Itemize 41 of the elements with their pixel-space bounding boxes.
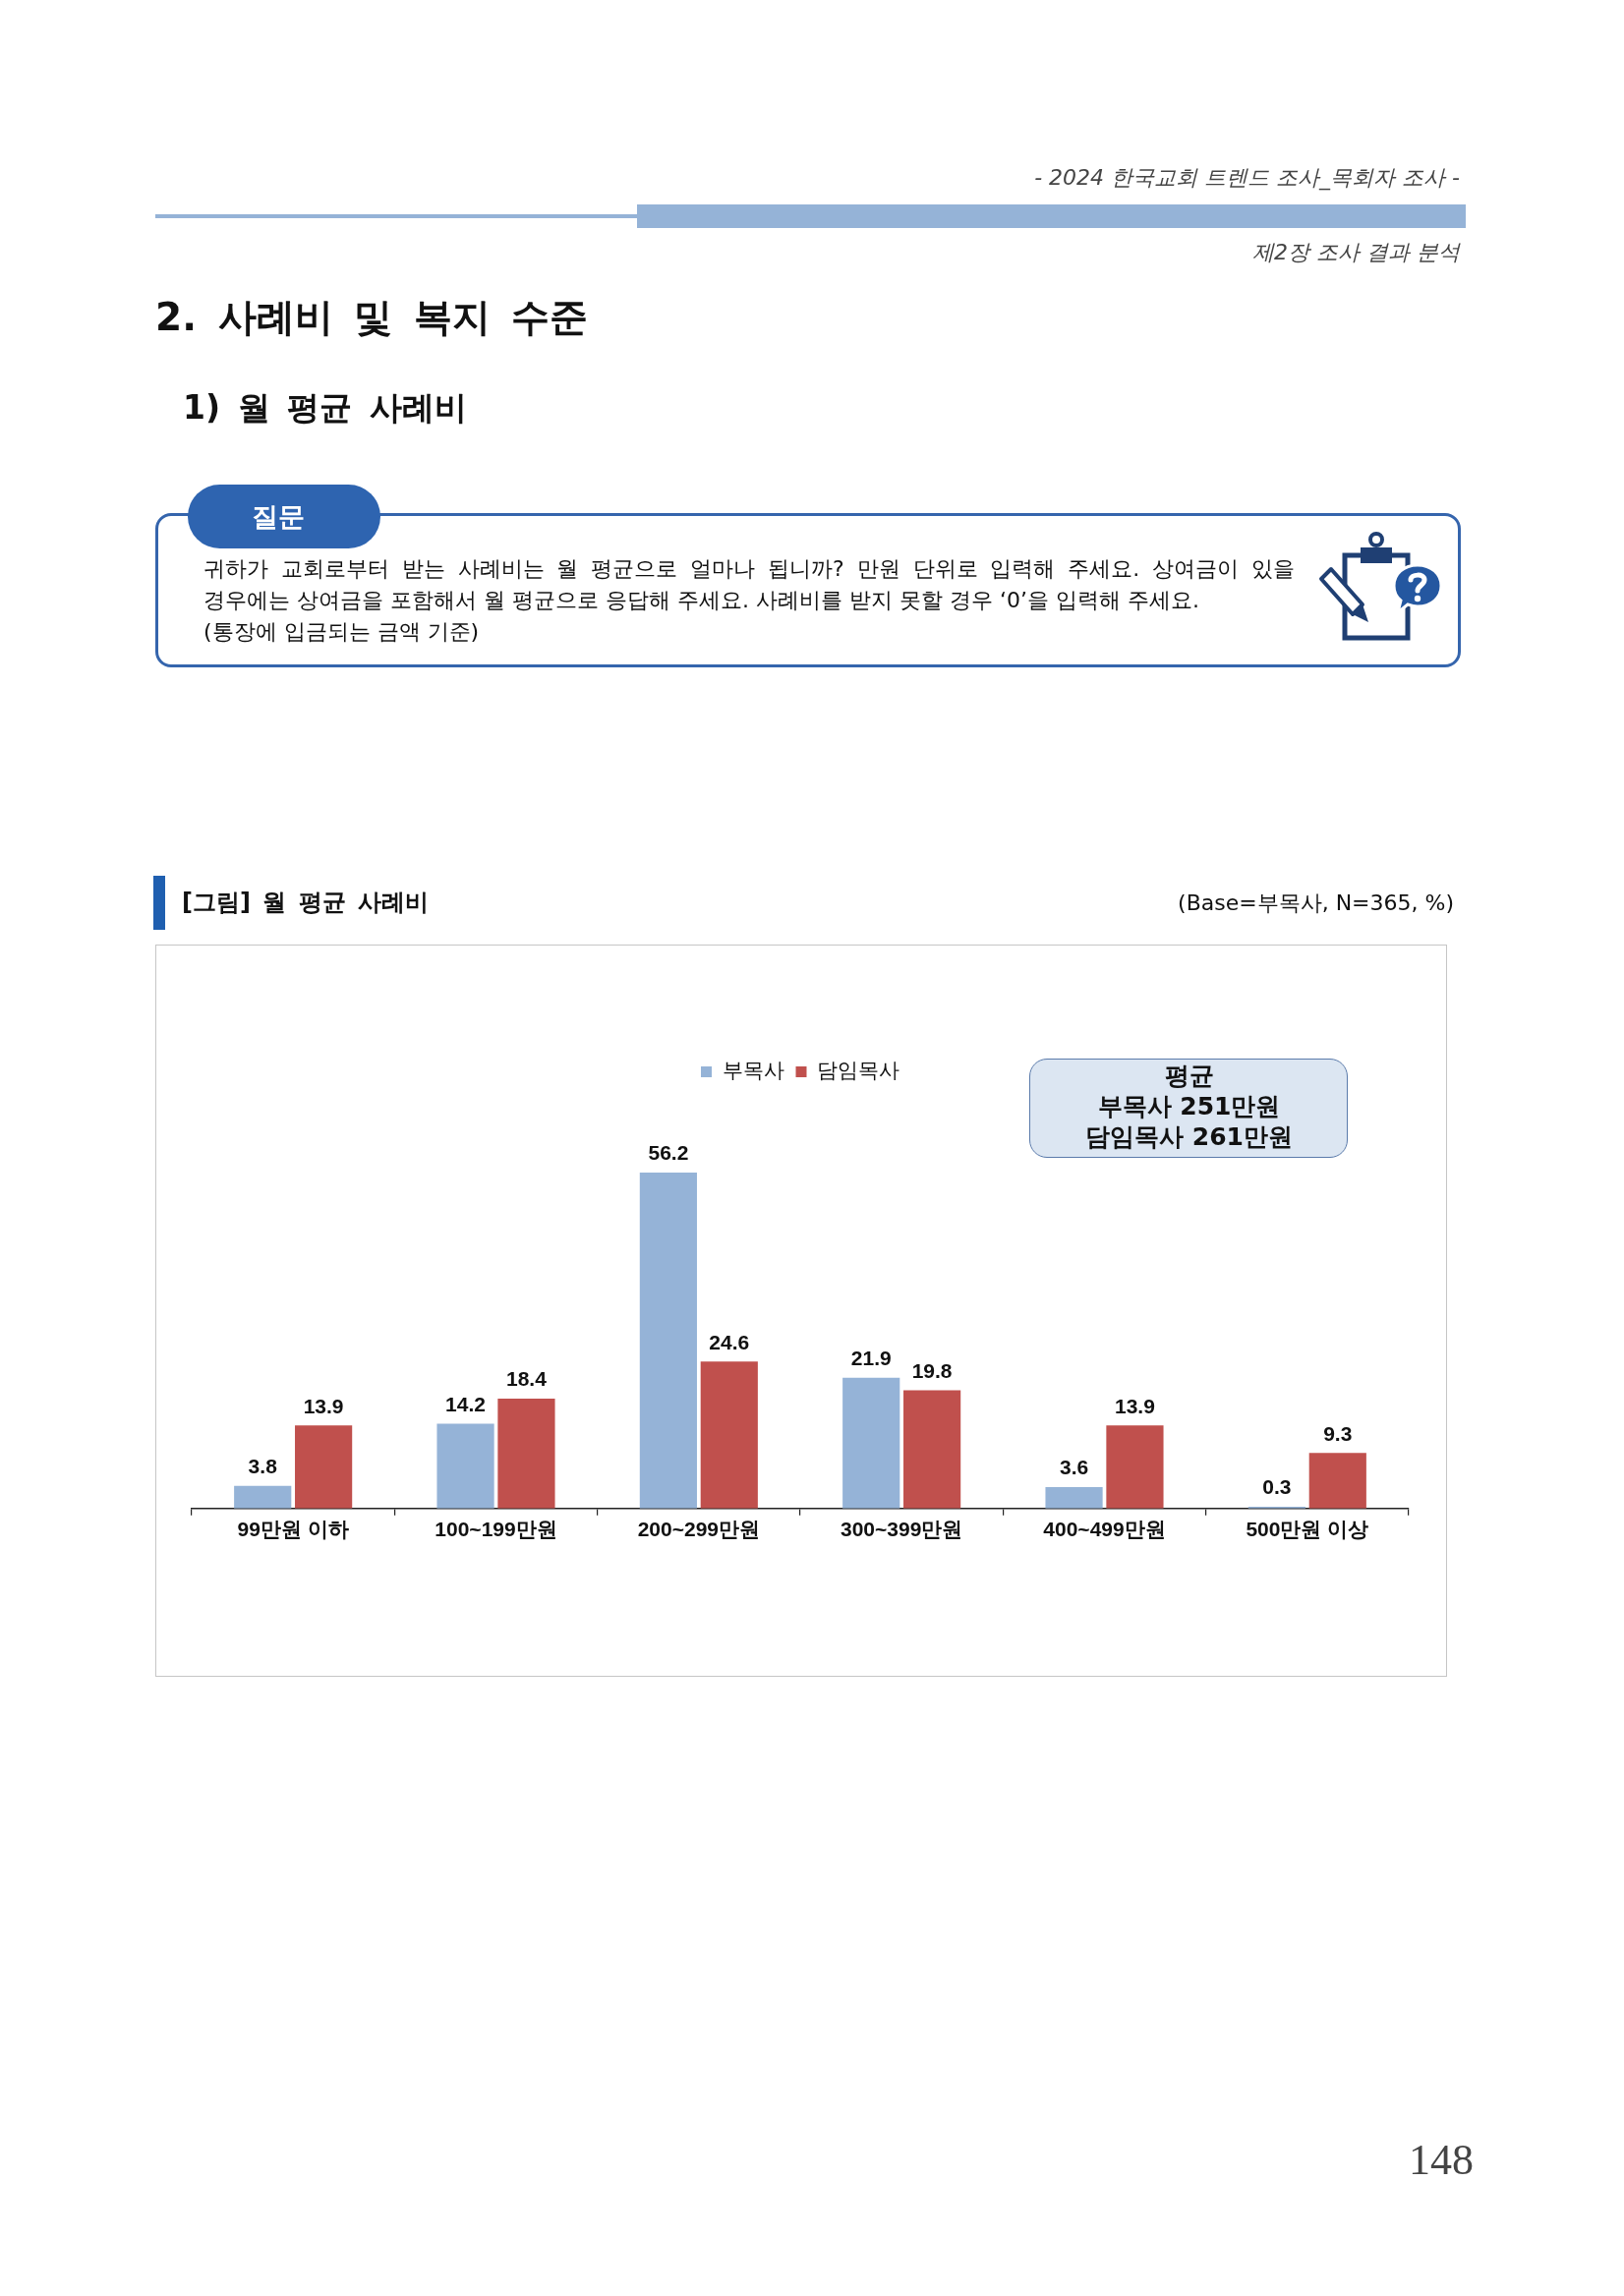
bar bbox=[1106, 1425, 1164, 1509]
bar bbox=[436, 1423, 494, 1509]
bar bbox=[497, 1398, 555, 1509]
text: - 2024 한국교회 트렌드 조사_목회자 조사 - bbox=[1034, 164, 1460, 193]
x-tick-label: 99만원 이하 bbox=[237, 1518, 349, 1541]
text: 귀하가 교회로부터 받는 사례비는 월 평균으로 얼마나 됩니까? 만원 단위로 입력해 주세요. 상여금이 있을 경우에는 상여금을 포함해서 월 평균으로 응답해 주세요. 사례비를 받지 못할 경우 ‘0’을 입력해 주세요. (통장에 입금되는 금액 기준) bbox=[203, 555, 1295, 646]
data-label: 14.2 bbox=[445, 1392, 486, 1415]
data-label: 3.8 bbox=[248, 1454, 278, 1477]
bar bbox=[700, 1361, 758, 1509]
x-tick-label: 400~499만원 bbox=[1043, 1518, 1166, 1541]
legend-label: 부목사 bbox=[722, 1059, 784, 1082]
legend-label: 담임목사 bbox=[817, 1059, 899, 1082]
text: 질문 bbox=[252, 500, 305, 534]
text: 148 bbox=[1409, 2135, 1474, 2185]
text: 1) 월 평균 사례비 bbox=[183, 387, 467, 429]
data-label: 19.8 bbox=[911, 1358, 953, 1382]
text: 평균 부목사 251만원 담임목사 261만원 bbox=[1085, 1062, 1293, 1151]
data-label: 21.9 bbox=[850, 1346, 892, 1369]
data-label: 13.9 bbox=[303, 1394, 344, 1417]
x-tick-label: 300~399만원 bbox=[840, 1518, 963, 1541]
bar bbox=[295, 1425, 353, 1509]
bar bbox=[639, 1173, 697, 1509]
data-label: 3.6 bbox=[1059, 1456, 1089, 1479]
chart-title: [그림] 월 평균 사례비 bbox=[182, 888, 430, 918]
data-label: 9.3 bbox=[1323, 1421, 1353, 1445]
data-label: 0.3 bbox=[1262, 1475, 1292, 1499]
text: 제2장 조사 결과 분석 bbox=[1252, 239, 1460, 266]
data-label: 13.9 bbox=[1115, 1394, 1155, 1417]
bar bbox=[842, 1377, 900, 1509]
x-tick-label: 100~199만원 bbox=[435, 1518, 557, 1541]
data-label: 56.2 bbox=[648, 1141, 689, 1165]
text: 2. 사례비 및 복지 수준 bbox=[155, 294, 589, 341]
x-tick-label: 200~299만원 bbox=[637, 1518, 761, 1541]
bar bbox=[1045, 1486, 1103, 1509]
bar bbox=[903, 1390, 961, 1509]
data-label: 24.6 bbox=[709, 1330, 750, 1353]
bar bbox=[1308, 1453, 1366, 1509]
data-label: 18.4 bbox=[506, 1367, 548, 1391]
x-tick-label: 500만원 이상 bbox=[1246, 1518, 1369, 1541]
bar bbox=[234, 1485, 292, 1509]
text: (Base=부목사, N=365, %) bbox=[1178, 890, 1454, 917]
